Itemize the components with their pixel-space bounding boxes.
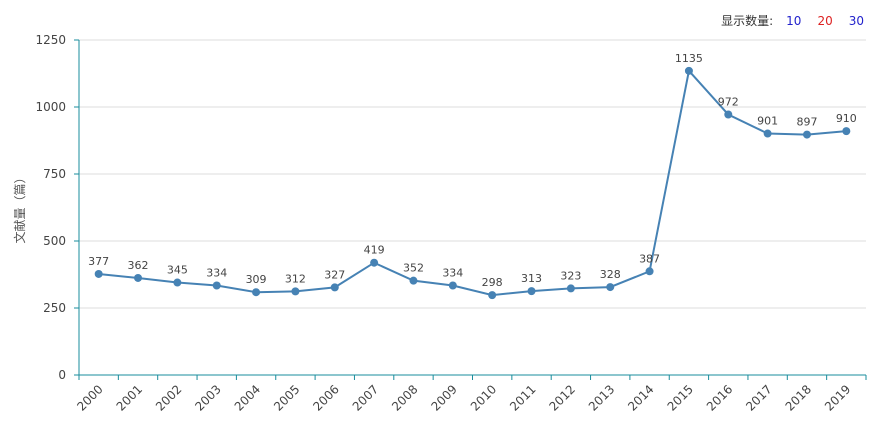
data-label: 377 (88, 255, 109, 268)
data-label: 972 (718, 96, 739, 109)
x-tick-label: 2014 (625, 382, 656, 413)
display-count-control: 显示数量: 10 20 30 (721, 12, 867, 30)
data-point[interactable] (409, 276, 418, 285)
x-tick-label: 2011 (507, 382, 538, 413)
data-point[interactable] (134, 273, 143, 282)
data-point[interactable] (173, 278, 182, 287)
x-tick-label: 2007 (350, 382, 381, 413)
series (94, 66, 851, 300)
data-point[interactable] (330, 283, 339, 292)
data-label: 298 (482, 276, 503, 289)
x-tick-label: 2000 (74, 382, 105, 413)
data-label: 345 (167, 264, 188, 277)
count-option-30[interactable]: 30 (848, 14, 864, 28)
data-point[interactable] (606, 283, 615, 292)
y-tick-label: 250 (43, 301, 66, 315)
y-axis-title: 文献量（篇） (12, 171, 27, 243)
data-point[interactable] (370, 258, 379, 267)
data-point[interactable] (763, 129, 772, 138)
data-labels: 377 362 345 334 309 312 327 419 352 334 298 313 323 3… (88, 52, 857, 289)
data-label: 419 (364, 244, 385, 257)
x-tick-label: 2004 (232, 382, 263, 413)
data-label: 328 (600, 268, 621, 281)
data-point[interactable] (645, 267, 654, 276)
y-tick-label: 750 (43, 167, 66, 181)
x-tick-label: 2003 (192, 382, 223, 413)
data-label: 312 (285, 272, 306, 285)
x-tick-label: 2008 (389, 382, 420, 413)
count-option-10[interactable]: 10 (786, 14, 802, 28)
y-tick-label: 1000 (35, 100, 66, 114)
series-line (98, 68, 847, 297)
x-tick-label: 2013 (586, 382, 617, 413)
y-tick-label: 500 (43, 234, 66, 248)
data-label: 327 (324, 268, 345, 281)
x-tick-label: 2017 (743, 382, 774, 413)
data-label: 387 (639, 252, 660, 265)
y-tick-label: 0 (58, 368, 66, 382)
count-option-20[interactable]: 20 (817, 14, 833, 28)
grid-lines (79, 39, 866, 309)
data-label: 352 (403, 262, 424, 275)
data-label: 362 (128, 259, 149, 272)
data-label: 910 (836, 112, 857, 125)
display-count-label: 显示数量: (721, 14, 774, 28)
data-point[interactable] (94, 269, 103, 278)
data-point[interactable] (842, 127, 851, 136)
data-point[interactable] (252, 288, 261, 297)
y-tick-label: 1250 (35, 33, 66, 47)
data-label: 313 (521, 272, 542, 285)
x-tick-label: 2018 (783, 382, 814, 413)
x-tick-label: 2016 (704, 382, 735, 413)
x-tick-label: 2001 (114, 382, 145, 413)
data-label: 897 (796, 116, 817, 129)
data-point[interactable] (488, 291, 497, 300)
data-label: 334 (442, 266, 463, 279)
data-point[interactable] (684, 66, 693, 75)
data-point[interactable] (527, 287, 536, 296)
data-point[interactable] (448, 281, 457, 290)
data-label: 323 (560, 269, 581, 282)
data-label: 1135 (675, 52, 703, 65)
x-tick-label: 2012 (546, 382, 577, 413)
axes: 文献量（篇） 0 250 500 750 1000 1250 2000 2001 2002 200… (12, 33, 867, 414)
data-label: 309 (246, 273, 267, 286)
data-point[interactable] (291, 287, 300, 296)
x-tick-label: 2019 (822, 382, 853, 413)
x-tick-label: 2006 (310, 382, 341, 413)
data-label: 901 (757, 115, 778, 128)
data-point[interactable] (212, 281, 221, 290)
data-label: 334 (206, 266, 227, 279)
x-tick-label: 2009 (428, 382, 459, 413)
x-tick-label: 2015 (665, 382, 696, 413)
data-point[interactable] (802, 130, 811, 139)
x-tick-label: 2005 (271, 382, 302, 413)
data-point[interactable] (724, 110, 733, 119)
x-tick-label: 2002 (153, 382, 184, 413)
x-tick-label: 2010 (468, 382, 499, 413)
data-point[interactable] (566, 284, 575, 293)
